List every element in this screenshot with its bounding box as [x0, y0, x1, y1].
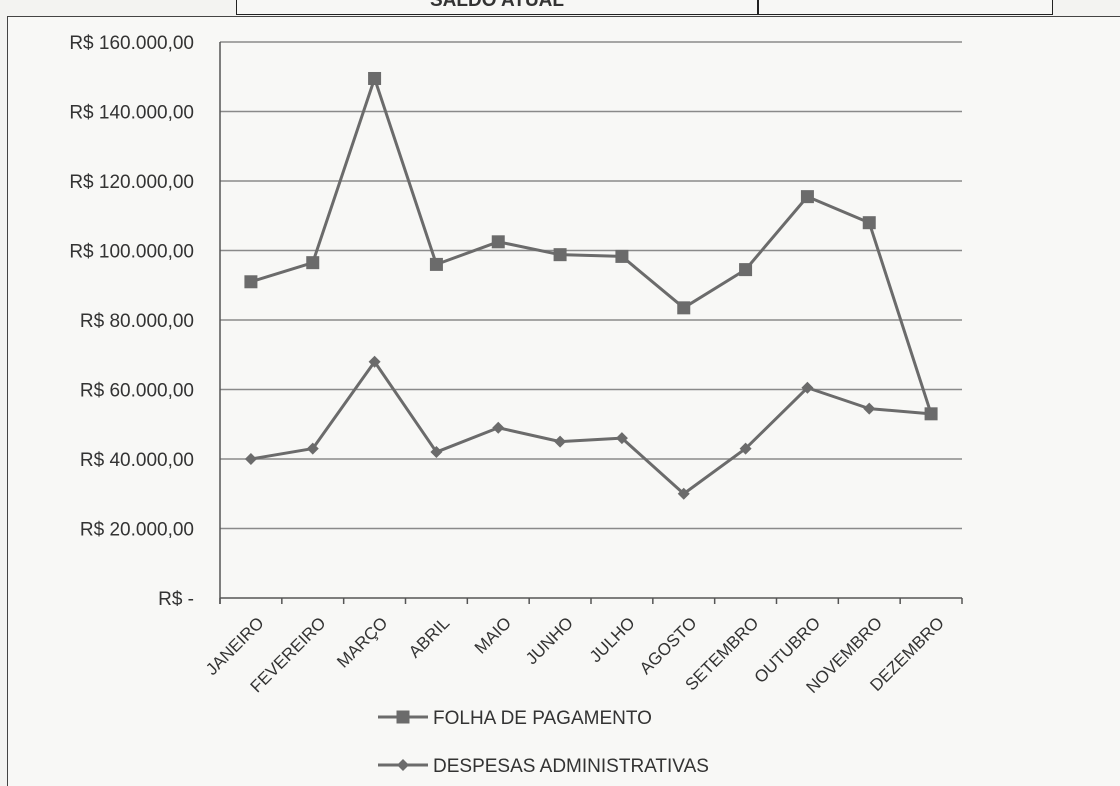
legend-label: FOLHA DE PAGAMENTO	[433, 708, 652, 729]
legend-entry: FOLHA DE PAGAMENTO	[378, 708, 652, 729]
y-tick-label: R$ 60.000,00	[80, 381, 194, 402]
square-point-marker	[306, 256, 320, 270]
diamond-point-marker	[615, 432, 628, 445]
grid-lines	[220, 41, 962, 530]
x-tick-label: ABRIL	[405, 613, 453, 661]
y-tick-label: R$ 160.000,00	[69, 33, 194, 54]
x-tick-label: JANEIRO	[202, 613, 268, 679]
y-tick-label: R$ -	[158, 589, 194, 610]
diamond-point-marker	[306, 442, 319, 455]
square-point-marker	[677, 301, 691, 315]
square-point-marker	[491, 235, 505, 249]
y-tick-label: R$ 140.000,00	[69, 103, 194, 124]
x-tick-label: JUNHO	[522, 613, 577, 668]
header-table-label: SALDO ATUAL	[429, 0, 565, 11]
diamond-point-marker	[492, 421, 505, 434]
y-tick-label: R$ 120.000,00	[69, 172, 194, 193]
square-point-marker	[800, 190, 814, 204]
square-point-marker	[429, 257, 443, 271]
series-line	[250, 360, 932, 496]
y-tick-label: R$ 40.000,00	[80, 450, 194, 471]
y-tick-labels: R$ - R$ 20.000,00 R$ 40.000,00 R$ 60.000,00…	[69, 33, 194, 610]
y-tick-label: R$ 20.000,00	[80, 520, 194, 541]
series-1	[244, 355, 938, 500]
series	[244, 71, 938, 500]
square-point-marker	[615, 249, 629, 263]
x-tick-label: MAIO	[471, 613, 515, 657]
diamond-point-marker	[368, 355, 381, 368]
diamond-point-marker	[863, 402, 876, 415]
diamond-point-marker	[801, 381, 814, 394]
legend: FOLHA DE PAGAMENTO DESPESAS ADMINISTRATIV…	[378, 708, 709, 777]
series-line	[250, 76, 933, 415]
square-point-marker	[553, 248, 567, 262]
header-table: SALDO ATUAL	[236, 0, 1053, 15]
square-point-marker	[739, 263, 753, 277]
x-tick-label: MARÇO	[333, 613, 391, 671]
legend-diamond-icon	[397, 759, 409, 771]
diamond-point-marker	[739, 442, 752, 455]
chart-frame	[7, 16, 1120, 786]
y-tick-label: R$ 100.000,00	[69, 242, 194, 263]
diamond-point-marker	[430, 446, 443, 459]
diamond-point-marker	[925, 407, 938, 420]
axes	[219, 42, 963, 604]
diamond-point-marker	[677, 487, 690, 500]
square-point-marker	[368, 71, 382, 85]
square-point-marker	[862, 216, 876, 230]
legend-label: DESPESAS ADMINISTRATIVAS	[433, 756, 709, 777]
series-0	[244, 71, 938, 421]
diamond-point-marker	[244, 453, 257, 465]
y-tick-label: R$ 80.000,00	[80, 311, 194, 332]
diamond-point-marker	[554, 435, 567, 448]
square-point-marker	[244, 275, 258, 289]
x-tick-label: JULHO	[586, 613, 639, 666]
header-table-divider	[757, 0, 759, 14]
legend-square-icon	[396, 710, 410, 724]
legend-entry: DESPESAS ADMINISTRATIVAS	[378, 756, 709, 777]
x-tick-label: AGOSTO	[636, 613, 701, 678]
